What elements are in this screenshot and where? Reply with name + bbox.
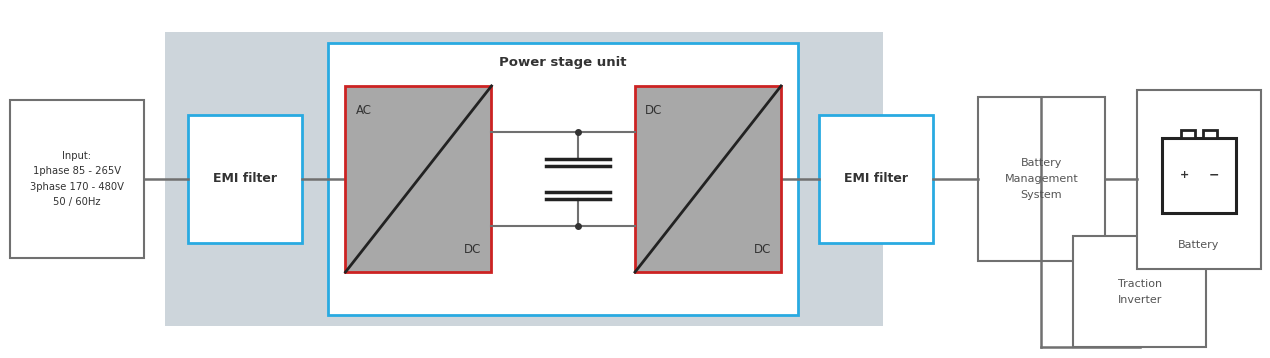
Text: AC: AC [356,104,372,117]
Text: EMI filter: EMI filter [845,173,908,185]
Text: Battery
Management
System: Battery Management System [1005,158,1078,200]
Bar [1203,130,1217,138]
Text: DC: DC [464,243,481,256]
Text: +: + [1180,170,1189,180]
Bar [819,115,933,243]
Bar [165,32,883,326]
Bar [188,115,302,243]
Bar [1137,90,1261,268]
Text: DC: DC [645,104,663,117]
Text: Battery: Battery [1179,240,1219,250]
Bar [1181,130,1195,138]
Bar [1073,236,1206,347]
Bar [978,97,1105,261]
Bar [10,100,144,258]
Text: EMI filter: EMI filter [213,173,277,185]
Text: −: − [1208,169,1219,182]
Bar [635,86,781,272]
Text: Traction
Inverter: Traction Inverter [1118,279,1162,305]
Text: DC: DC [753,243,771,256]
Bar [345,86,491,272]
Bar [328,43,798,315]
Bar [1162,138,1236,213]
Text: Power stage unit: Power stage unit [499,56,626,69]
Text: Input:
1phase 85 - 265V
3phase 170 - 480V
50 / 60Hz: Input: 1phase 85 - 265V 3phase 170 - 480… [29,151,124,207]
